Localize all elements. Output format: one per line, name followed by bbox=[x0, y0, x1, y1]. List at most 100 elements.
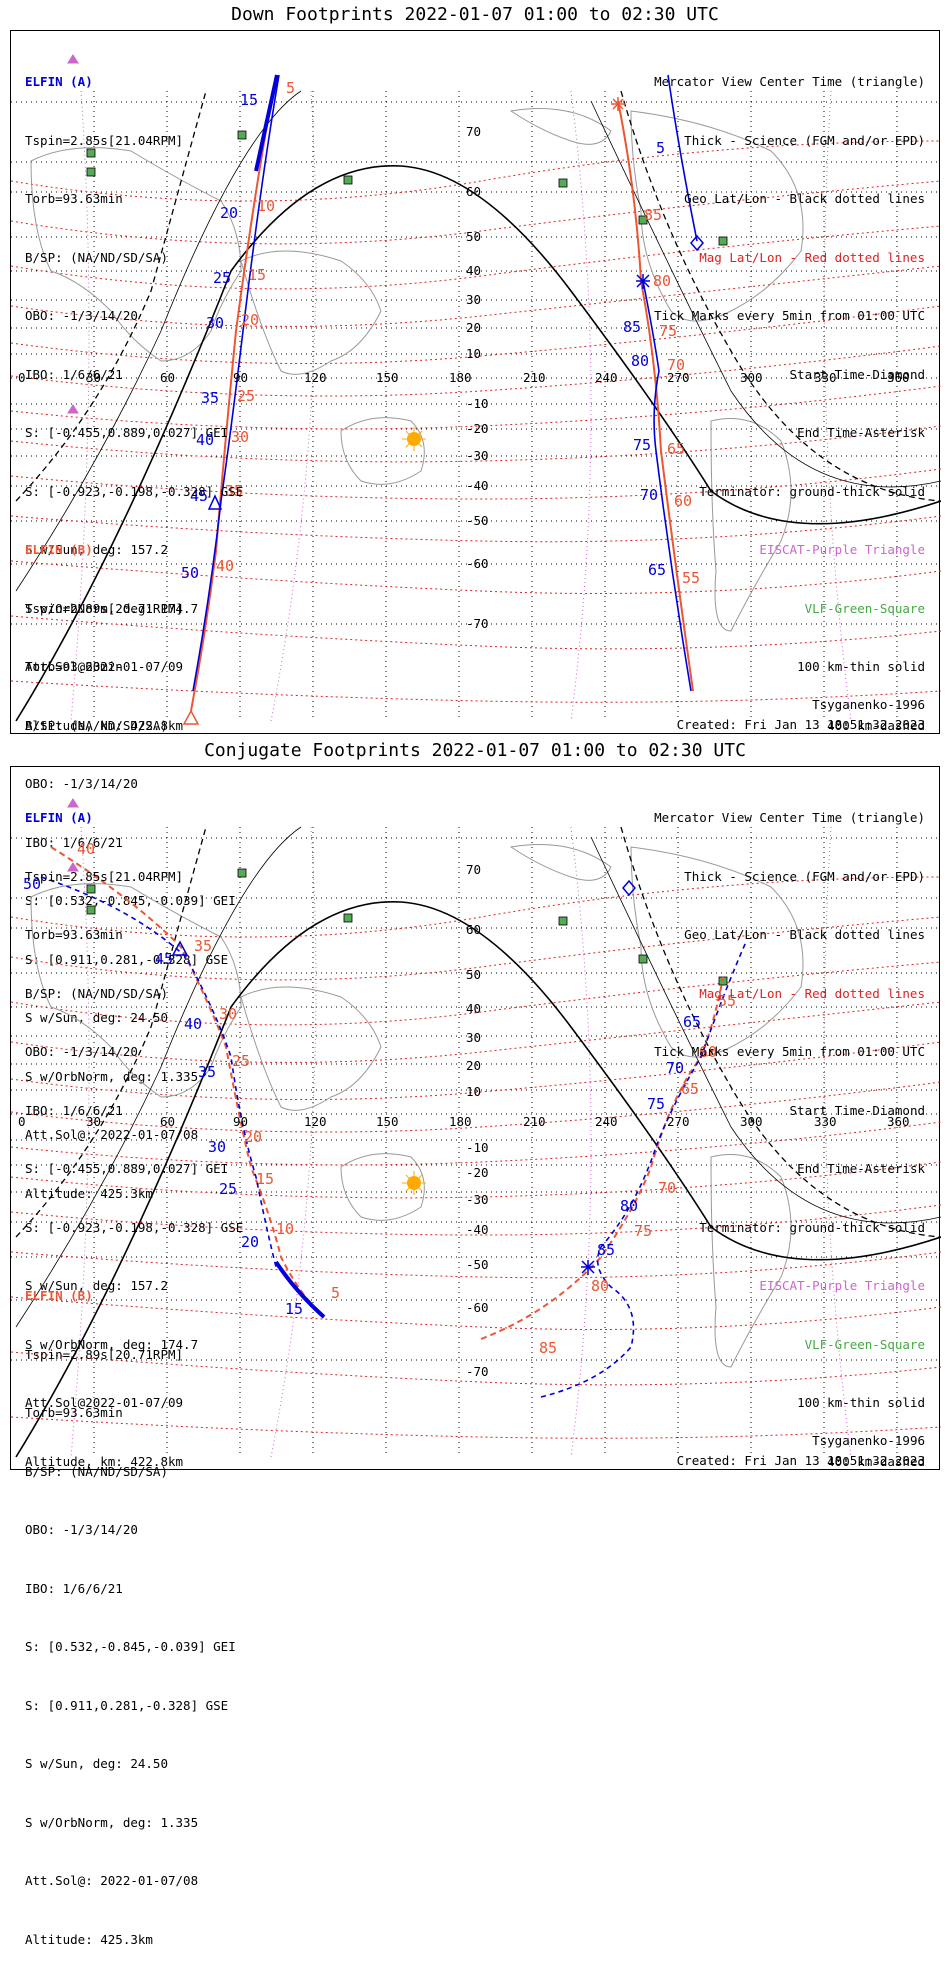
tick-label-b: 15 bbox=[248, 266, 267, 284]
tick-label-a: 25 bbox=[213, 269, 232, 287]
info-line: IBO: 1/6/6/21 bbox=[25, 1102, 123, 1118]
legend-item: VLF-Green-Square bbox=[804, 600, 925, 616]
tick-label-a: 20 bbox=[241, 1233, 260, 1251]
tick-label-b: 5 bbox=[286, 79, 296, 97]
info-line: OBO: -1/3/14/20 bbox=[25, 1044, 138, 1059]
asterisk-icon bbox=[581, 1260, 595, 1275]
map-canvas-conjugate bbox=[11, 798, 941, 1458]
info-line: Torb=93.63min bbox=[25, 927, 123, 942]
tick-label-b: 40 bbox=[77, 840, 96, 858]
square-icon bbox=[86, 148, 96, 158]
lon-label: 30 bbox=[86, 1114, 102, 1129]
tick-label-a: 80 bbox=[620, 1197, 639, 1215]
legend-item: Geo Lat/Lon - Black dotted lines bbox=[684, 927, 925, 942]
tick-label-a: 65 bbox=[648, 561, 667, 579]
tick-label-b: 80 bbox=[591, 1277, 610, 1295]
legend-item: Tick Marks every 5min from 01:00 UTC bbox=[654, 1044, 925, 1059]
info-line: Att.Sol@2022-01-07/09 bbox=[25, 1395, 184, 1410]
lon-label: 300 bbox=[740, 1114, 763, 1129]
lon-label: 180 bbox=[449, 1114, 472, 1129]
elfin-a-info: ELFIN (A) Tspin=2.85s[21.04RPM] Torb=93.… bbox=[25, 769, 243, 1510]
lat-label: 60 bbox=[466, 184, 482, 199]
info-line: S: [-0.923,-0.198,-0.328] GSE bbox=[25, 1219, 244, 1235]
lon-label: 0 bbox=[18, 370, 26, 385]
legend-item: Mercator View Center Time (triangle) bbox=[654, 810, 925, 825]
lat-label: 30 bbox=[466, 292, 482, 307]
square-icon bbox=[718, 236, 728, 246]
tick-label-a: 25 bbox=[219, 1180, 238, 1198]
info-line: Tspin=2.85s[21.04RPM] bbox=[25, 868, 184, 884]
elfin-a-track-2 bbox=[667, 74, 698, 242]
legend: Mercator View Center Time (triangle) Thi… bbox=[654, 769, 925, 1510]
tick-label-b: 80 bbox=[653, 272, 672, 290]
info-line: S: [-0.455,0.889,0.027] GEI bbox=[25, 425, 229, 440]
tick-label-b: 10 bbox=[276, 1220, 295, 1238]
tick-label-b: 10 bbox=[257, 197, 276, 215]
map-panel-down: 0 30 60 90 120 150 180 210 240 270 300 3… bbox=[10, 30, 941, 1201]
geo-grid bbox=[11, 827, 941, 1457]
lon-label: 240 bbox=[595, 1114, 618, 1129]
info-line: IBO: 1/6/6/21 bbox=[25, 834, 123, 850]
tick-label-b: 85 bbox=[644, 206, 663, 224]
legend-item: 100 km-thin solid bbox=[797, 1395, 925, 1410]
lat-label: 40 bbox=[466, 263, 482, 278]
info-line: OBO: -1/3/14/20 bbox=[25, 1522, 138, 1537]
info-line: Att.Sol@: 2022-01-07/08 bbox=[25, 1873, 199, 1888]
info-line: S w/Sun, deg: 24.50 bbox=[25, 1010, 168, 1025]
info-line: OBO: -1/3/14/20 bbox=[25, 776, 138, 791]
lat-label: 70 bbox=[466, 124, 482, 139]
triangle-icon bbox=[67, 404, 79, 414]
info-line: Altitude, km: 422.8km bbox=[25, 717, 184, 733]
info-line: IBO: 1/6/6/21 bbox=[25, 1580, 123, 1596]
tick-label-a: 50 bbox=[181, 564, 200, 582]
lon-label: 330 bbox=[814, 1114, 837, 1129]
tick-label-b: 35 bbox=[194, 937, 213, 955]
legend-item: 400 km-dashed bbox=[827, 717, 925, 733]
info-line: Tspin=2.89s[20.71RPM] bbox=[25, 600, 184, 616]
tick-label-b: 75 bbox=[659, 322, 678, 340]
model-label: Tsyganenko-1996 bbox=[812, 697, 925, 712]
lat-label: 10 bbox=[466, 1084, 482, 1099]
tick-label-a: 20 bbox=[220, 204, 239, 222]
tick-label-b: 25 bbox=[232, 1052, 251, 1070]
lat-label: -60 bbox=[466, 556, 489, 571]
lon-label: 150 bbox=[376, 370, 399, 385]
tick-label-a: 40 bbox=[184, 1015, 203, 1033]
legend-item: Thick - Science (FGM and/or EPD) bbox=[684, 868, 925, 884]
tick-label-a: 85 bbox=[623, 318, 642, 336]
lon-label: 60 bbox=[160, 370, 176, 385]
lon-label: 120 bbox=[304, 1114, 327, 1129]
legend-item: Start Time-Diamond bbox=[789, 1102, 925, 1118]
tick-label-a: 80 bbox=[631, 352, 650, 370]
tick-label-a: 85 bbox=[597, 1241, 616, 1259]
tick-label-b: 65 bbox=[667, 440, 686, 458]
tick-label-b: 55 bbox=[682, 569, 701, 587]
tick-label-b: 20 bbox=[241, 311, 260, 329]
square-icon bbox=[558, 916, 568, 926]
sun-icon bbox=[402, 1171, 426, 1195]
legend-item: EISCAT-Purple Triangle bbox=[759, 1278, 925, 1293]
legend-item: Terminator: ground-thick solid bbox=[699, 1219, 925, 1235]
info-line: B/SP: (NA/ND/SD/SA) bbox=[25, 985, 168, 1001]
page-title-conjugate: Conjugate Footprints 2022-01-07 01:00 to… bbox=[204, 740, 746, 761]
tick-label-b: 30 bbox=[219, 1005, 238, 1023]
elfin-a-name: ELFIN (A) bbox=[25, 810, 93, 825]
legend-item: Start Time-Diamond bbox=[789, 366, 925, 382]
lat-label: -30 bbox=[466, 448, 489, 463]
tick-label-b: 5 bbox=[331, 1284, 341, 1302]
info-line: B/SP: (NA/ND/SD/SA) bbox=[25, 1463, 168, 1479]
tick-label-a: 35 bbox=[201, 389, 220, 407]
elfin-a-science-1 bbox=[274, 1260, 326, 1319]
lon-label: 240 bbox=[595, 370, 618, 385]
legend-item: Terminator: ground-thick solid bbox=[699, 483, 925, 499]
created-label: Created: Fri Jan 13 18:51:32 2023 bbox=[676, 717, 925, 732]
info-line: Tspin=2.89s[20.71RPM] bbox=[25, 1346, 184, 1362]
lat-label: 30 bbox=[466, 1030, 482, 1045]
legend-item: Tick Marks every 5min from 01:00 UTC bbox=[654, 308, 925, 323]
tick-label-a: 70 bbox=[666, 1059, 685, 1077]
lon-label: 0 bbox=[18, 1114, 26, 1129]
legend-item: Thick - Science (FGM and/or EPD) bbox=[684, 132, 925, 148]
lat-label: 10 bbox=[466, 346, 482, 361]
elfin-b-track-1 bbox=[50, 846, 324, 1316]
triangle-icon bbox=[67, 798, 79, 808]
